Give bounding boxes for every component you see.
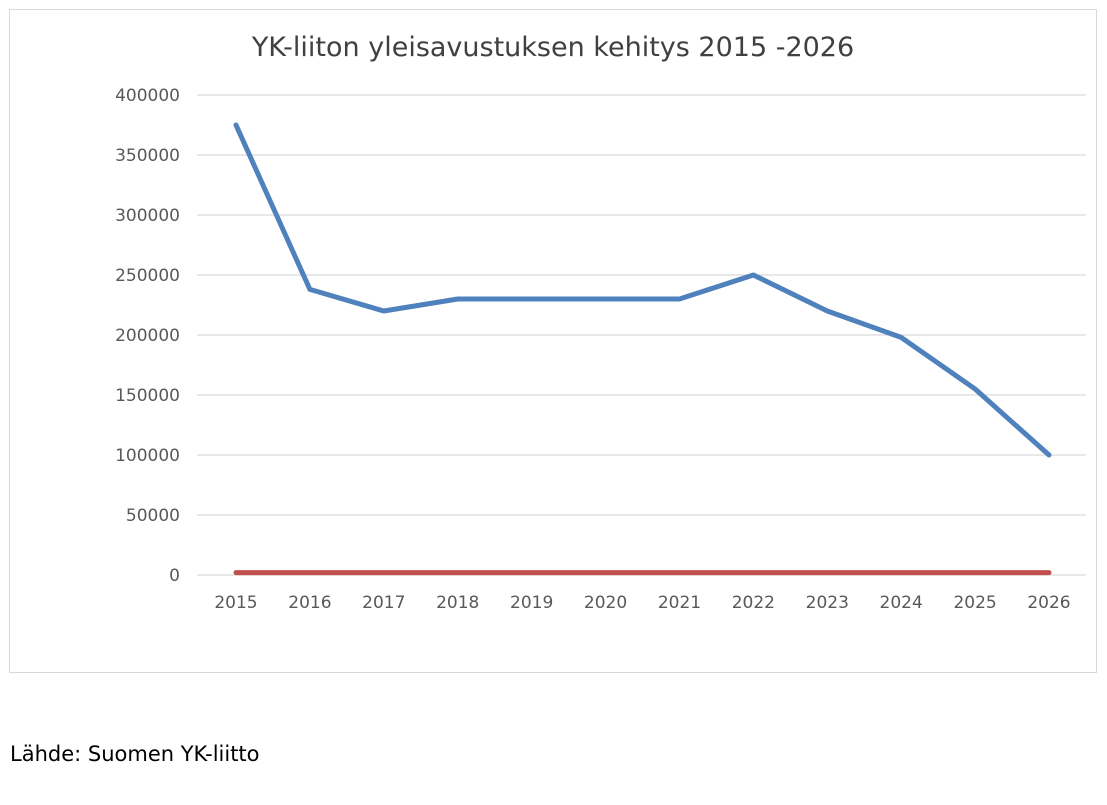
- y-tick-label: 0: [169, 566, 180, 586]
- source-note: Lähde: Suomen YK-liitto: [10, 742, 260, 766]
- x-tick-label: 2019: [510, 593, 553, 613]
- x-axis-ticks: 2015 2016 2017 2018 2019 2020 2021 2022 2023 2024…: [214, 593, 1070, 613]
- y-tick-label: 100000: [115, 446, 180, 466]
- gridlines: [197, 94, 1086, 576]
- x-tick-label: 2024: [880, 593, 923, 613]
- x-tick-label: 2025: [953, 593, 996, 613]
- y-axis-ticks: 0 50000 100000 150000 200000 250000 300000 3500…: [115, 86, 180, 586]
- x-tick-label: 2015: [214, 593, 257, 613]
- x-tick-label: 2022: [732, 593, 775, 613]
- y-tick-label: 400000: [115, 86, 180, 106]
- series-lines: [233, 122, 1052, 576]
- x-tick-label: 2026: [1027, 593, 1070, 613]
- chart-title: YK-liiton yleisavustuksen kehitys 2015 -…: [251, 32, 854, 63]
- y-tick-label: 350000: [115, 146, 180, 166]
- line-chart: YK-liiton yleisavustuksen kehitys 2015 -…: [115, 32, 1086, 613]
- y-tick-label: 200000: [115, 326, 180, 346]
- chart-frame: [9, 9, 1097, 673]
- x-tick-label: 2017: [362, 593, 405, 613]
- x-tick-label: 2023: [806, 593, 849, 613]
- y-tick-label: 300000: [115, 206, 180, 226]
- series-line-1: [233, 122, 1052, 458]
- y-tick-label: 250000: [115, 266, 180, 286]
- x-tick-label: 2020: [584, 593, 627, 613]
- x-tick-label: 2021: [658, 593, 701, 613]
- y-tick-label: 150000: [115, 386, 180, 406]
- x-tick-label: 2016: [288, 593, 331, 613]
- x-tick-label: 2018: [436, 593, 479, 613]
- y-tick-label: 50000: [126, 506, 180, 526]
